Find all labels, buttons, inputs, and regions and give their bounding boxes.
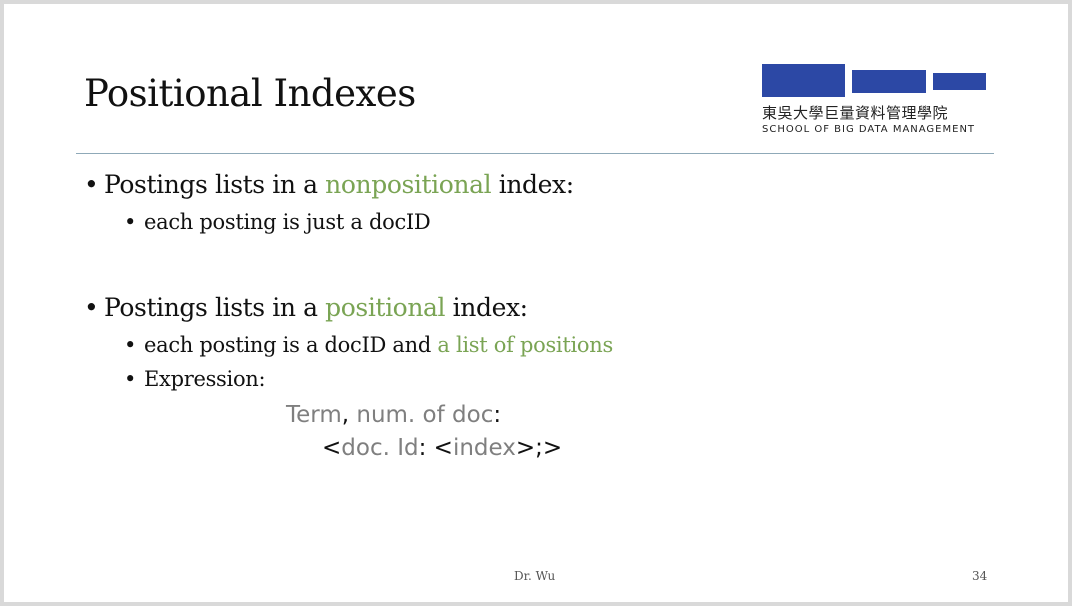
expr-comma: ,: [341, 402, 350, 428]
expr-lt: <: [433, 435, 453, 461]
slide-title: Positional Indexes: [84, 72, 416, 115]
sub-bullet-highlight: a list of positions: [437, 333, 613, 357]
logo-bar-2: [852, 70, 926, 93]
bullet-suffix: index:: [445, 293, 528, 322]
sub-bullet-text: Expression:: [144, 367, 266, 391]
bullet-highlight: nonpositional: [325, 170, 492, 199]
sub-bullet-text: each posting is a docID and: [144, 333, 438, 357]
sub-bullet-docid: • each posting is just a docID: [124, 210, 431, 234]
logo-english-name: SCHOOL OF BIG DATA MANAGEMENT: [762, 124, 976, 135]
logo-bar-3: [933, 73, 986, 90]
expr-index: index: [452, 435, 516, 461]
bullet-nonpositional: • Postings lists in a nonpositional index…: [84, 170, 574, 199]
school-logo: 東吳大學巨量資料管理學院 SCHOOL OF BIG DATA MANAGEME…: [762, 64, 992, 140]
bullet-suffix: index:: [491, 170, 574, 199]
expr-doc-id: doc. Id: [341, 435, 419, 461]
expression-line-1: Term, num. of doc:: [286, 402, 501, 428]
bullet-dot: •: [124, 210, 137, 234]
bullet-dot: •: [124, 367, 137, 391]
bullet-dot: •: [84, 170, 99, 199]
bullet-dot: •: [124, 333, 137, 357]
title-divider: [76, 153, 994, 154]
logo-chinese-name: 東吳大學巨量資料管理學院: [762, 104, 949, 122]
sub-bullet-expression: • Expression:: [124, 367, 266, 391]
bullet-dot: •: [84, 293, 99, 322]
expr-num-of-doc: num. of doc: [349, 402, 494, 428]
logo-bar-1: [762, 64, 845, 97]
expr-tail: >;>: [515, 435, 563, 461]
sub-bullet-text: each posting is just a docID: [144, 210, 431, 234]
expr-lt: <: [322, 435, 342, 461]
bullet-highlight: positional: [325, 293, 446, 322]
sub-bullet-positions: • each posting is a docID and a list of p…: [124, 333, 613, 357]
bullet-text: Postings lists in a: [104, 170, 326, 199]
expression-line-2: <doc. Id: <index>;>: [322, 435, 562, 461]
expr-colon: :: [493, 402, 502, 428]
expr-term: Term: [286, 402, 342, 428]
slide: Positional Indexes 東吳大學巨量資料管理學院 SCHOOL O…: [4, 4, 1068, 602]
bullet-positional: • Postings lists in a positional index:: [84, 293, 528, 322]
footer-author: Dr. Wu: [514, 569, 556, 583]
expr-colon: :: [418, 435, 434, 461]
bullet-text: Postings lists in a: [104, 293, 326, 322]
footer-page-number: 34: [972, 569, 988, 583]
